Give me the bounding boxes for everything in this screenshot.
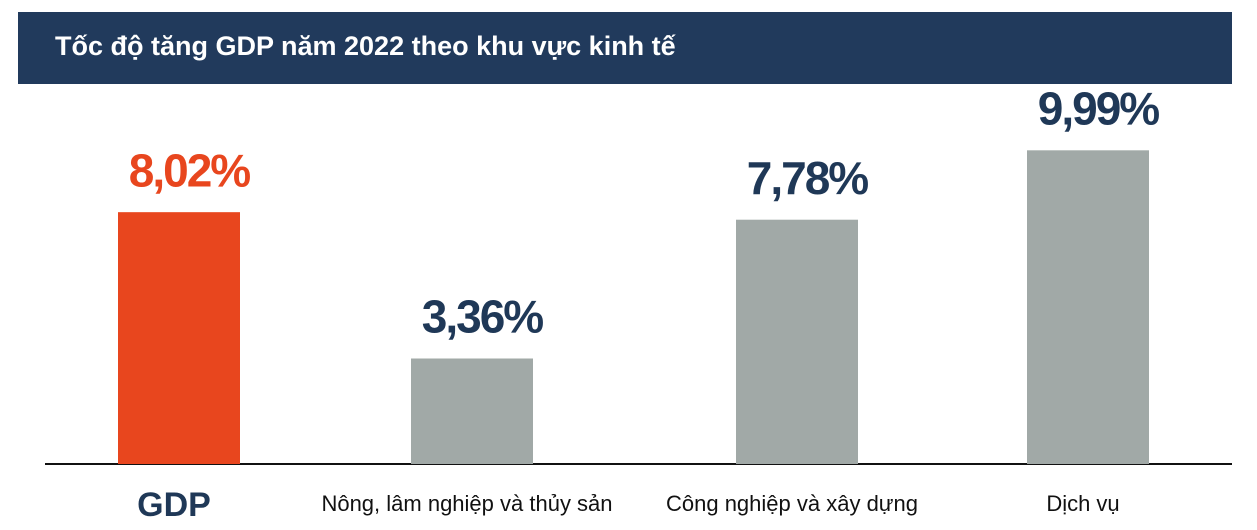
value-label: 9,99% bbox=[1038, 82, 1160, 134]
value-label: 3,36% bbox=[422, 291, 544, 343]
chart-title: Tốc độ tăng GDP năm 2022 theo khu vực ki… bbox=[55, 31, 677, 61]
category-label: Công nghiệp và xây dựng bbox=[666, 491, 918, 516]
category-label: Dịch vụ bbox=[1046, 491, 1119, 516]
title-bar bbox=[18, 12, 1232, 84]
bar bbox=[736, 219, 858, 464]
bar bbox=[411, 358, 533, 464]
category-label: GDP bbox=[137, 486, 211, 524]
value-label: 7,78% bbox=[747, 152, 869, 204]
category-label: Nông, lâm nghiệp và thủy sản bbox=[321, 491, 612, 516]
value-label: 8,02% bbox=[129, 144, 251, 196]
bar bbox=[1027, 150, 1149, 464]
bar bbox=[118, 212, 240, 464]
